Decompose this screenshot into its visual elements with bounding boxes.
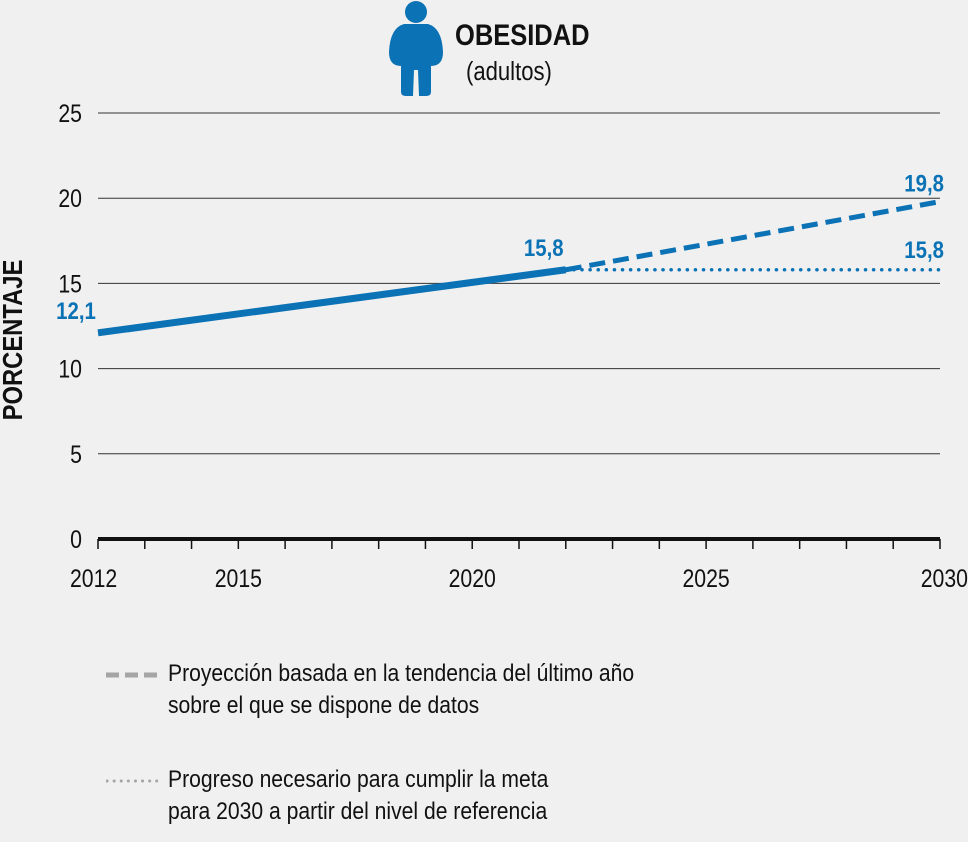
- data-label: 19,8: [904, 170, 944, 197]
- x-tick-label: 2015: [215, 564, 262, 592]
- y-tick-label: 10: [58, 355, 82, 383]
- data-label: 15,8: [904, 236, 944, 263]
- chart-subtitle: (adultos): [466, 57, 552, 86]
- x-tick-label: 2030: [921, 564, 968, 592]
- series-line-solid: [97, 266, 567, 337]
- series-line-dashed: [565, 199, 941, 273]
- data-label: 15,8: [524, 234, 564, 261]
- legend-dotted-swatch: [106, 779, 158, 783]
- y-tick-label: 15: [58, 270, 82, 298]
- x-tick-label: 2020: [449, 564, 496, 592]
- chart-title: OBESIDAD: [455, 18, 590, 51]
- y-tick-label: 20: [58, 185, 82, 213]
- data-label: 12,1: [56, 297, 96, 324]
- legend-dashed-swatch: [106, 672, 158, 678]
- legend-text-line2: sobre el que se dispone de datos: [168, 692, 480, 719]
- legend-text-line1: Progreso necesario para cumplir la meta: [168, 766, 549, 793]
- obese-person-icon: [389, 1, 443, 96]
- x-tick-label: 2012: [70, 564, 117, 592]
- y-tick-label: 25: [58, 99, 82, 127]
- x-tick-label: 2025: [682, 564, 729, 592]
- y-axis-label: PORCENTAJE: [0, 260, 28, 421]
- y-tick-label: 5: [70, 440, 82, 468]
- y-tick-label: 0: [70, 525, 82, 553]
- legend-text-line1: Proyección basada en la tendencia del úl…: [168, 660, 635, 687]
- legend-text-line2: para 2030 a partir del nivel de referenc…: [168, 798, 548, 825]
